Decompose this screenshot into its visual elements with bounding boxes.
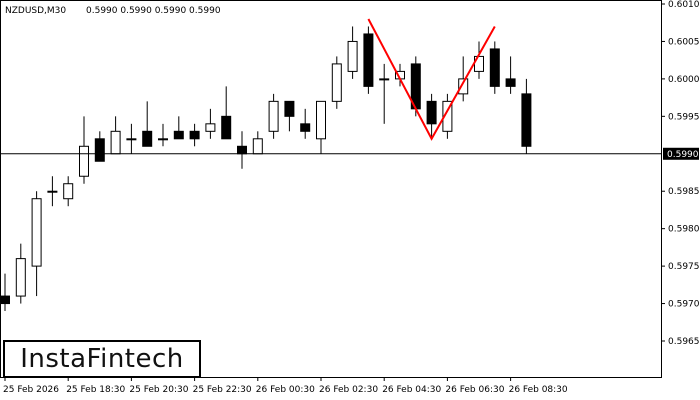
candle-bear bbox=[94, 138, 105, 162]
time-tick-label: 26 Feb 00:30 bbox=[256, 385, 315, 395]
instafintech-logo: InstaFintech bbox=[3, 340, 201, 378]
time-tick-label: 26 Feb 06:30 bbox=[445, 385, 504, 395]
pattern-line bbox=[367, 18, 496, 141]
price-tick-label: 0.5995 bbox=[668, 112, 700, 122]
candle-bull bbox=[158, 138, 168, 141]
candle-bull bbox=[268, 100, 279, 132]
time-tick-label: 25 Feb 18:30 bbox=[66, 385, 125, 395]
time-tick-label: 25 Feb 20:30 bbox=[129, 385, 188, 395]
candle-bear bbox=[363, 33, 374, 87]
current-price-label: 0.5990 bbox=[663, 147, 699, 160]
logo-text: InstaFintech bbox=[20, 344, 184, 374]
candle-bear bbox=[521, 93, 532, 147]
time-tick-label: 26 Feb 04:30 bbox=[382, 385, 441, 395]
time-axis: 25 Feb 2026 25 Feb 18:30 25 Feb 20:30 25 Fe… bbox=[3, 377, 568, 395]
price-tick-label: 0.5985 bbox=[668, 187, 700, 197]
time-tick-label: 25 Feb 2026 bbox=[3, 385, 59, 395]
candle-bull bbox=[63, 183, 74, 200]
candle-bull bbox=[379, 78, 390, 81]
time-tick-label: 26 Feb 02:30 bbox=[319, 385, 378, 395]
price-tick-label: 0.6000 bbox=[668, 75, 700, 85]
candle-bear bbox=[221, 115, 232, 140]
time-tick-label: 26 Feb 08:30 bbox=[509, 385, 568, 395]
price-axis: 0.5965 0.5970 0.5975 0.5980 0.5985 0.5995 0.60… bbox=[661, 0, 700, 347]
chart-symbol-label: NZDUSD,M30 bbox=[5, 6, 66, 16]
candle-bear bbox=[173, 130, 184, 140]
candle-bull bbox=[15, 258, 26, 297]
candle-bull bbox=[31, 198, 42, 267]
price-tick-label: 0.5970 bbox=[668, 300, 700, 310]
candle-bear bbox=[489, 48, 500, 87]
candle-bull bbox=[331, 63, 342, 102]
price-tick-label: 0.6005 bbox=[668, 37, 700, 47]
candle-bull bbox=[205, 123, 216, 132]
candle-bull bbox=[347, 40, 358, 72]
candle-bull bbox=[252, 138, 263, 155]
time-tick-label: 25 Feb 22:30 bbox=[193, 385, 252, 395]
chart-ohlc-values: 0.5990 0.5990 0.5990 0.5990 bbox=[86, 6, 221, 16]
candle-bull bbox=[316, 100, 326, 140]
candle-bear bbox=[142, 130, 153, 147]
price-tick-label: 0.5980 bbox=[668, 225, 700, 235]
candle-bull bbox=[110, 130, 121, 155]
candle-bear bbox=[426, 100, 437, 125]
candle-bull bbox=[79, 145, 89, 177]
price-tick-label: 0.5965 bbox=[668, 337, 700, 347]
candle-bull bbox=[47, 190, 58, 193]
candle-bear bbox=[0, 295, 10, 305]
current-price-label-text: 0.5990 bbox=[667, 150, 699, 160]
price-tick-label: 0.5975 bbox=[668, 262, 700, 272]
candle-bull bbox=[458, 78, 469, 95]
candle-bear bbox=[300, 123, 311, 132]
candle-bear bbox=[189, 130, 200, 140]
candle-bull bbox=[442, 100, 453, 132]
candles-layer bbox=[0, 26, 532, 312]
candle-bull bbox=[126, 138, 137, 141]
price-tick-label: 0.6010 bbox=[668, 0, 700, 10]
candle-bear bbox=[237, 145, 247, 155]
candle-bear bbox=[284, 100, 295, 117]
candle-bear bbox=[505, 78, 516, 87]
double-top-pattern bbox=[367, 18, 496, 141]
plot-area-border bbox=[0, 0, 662, 378]
